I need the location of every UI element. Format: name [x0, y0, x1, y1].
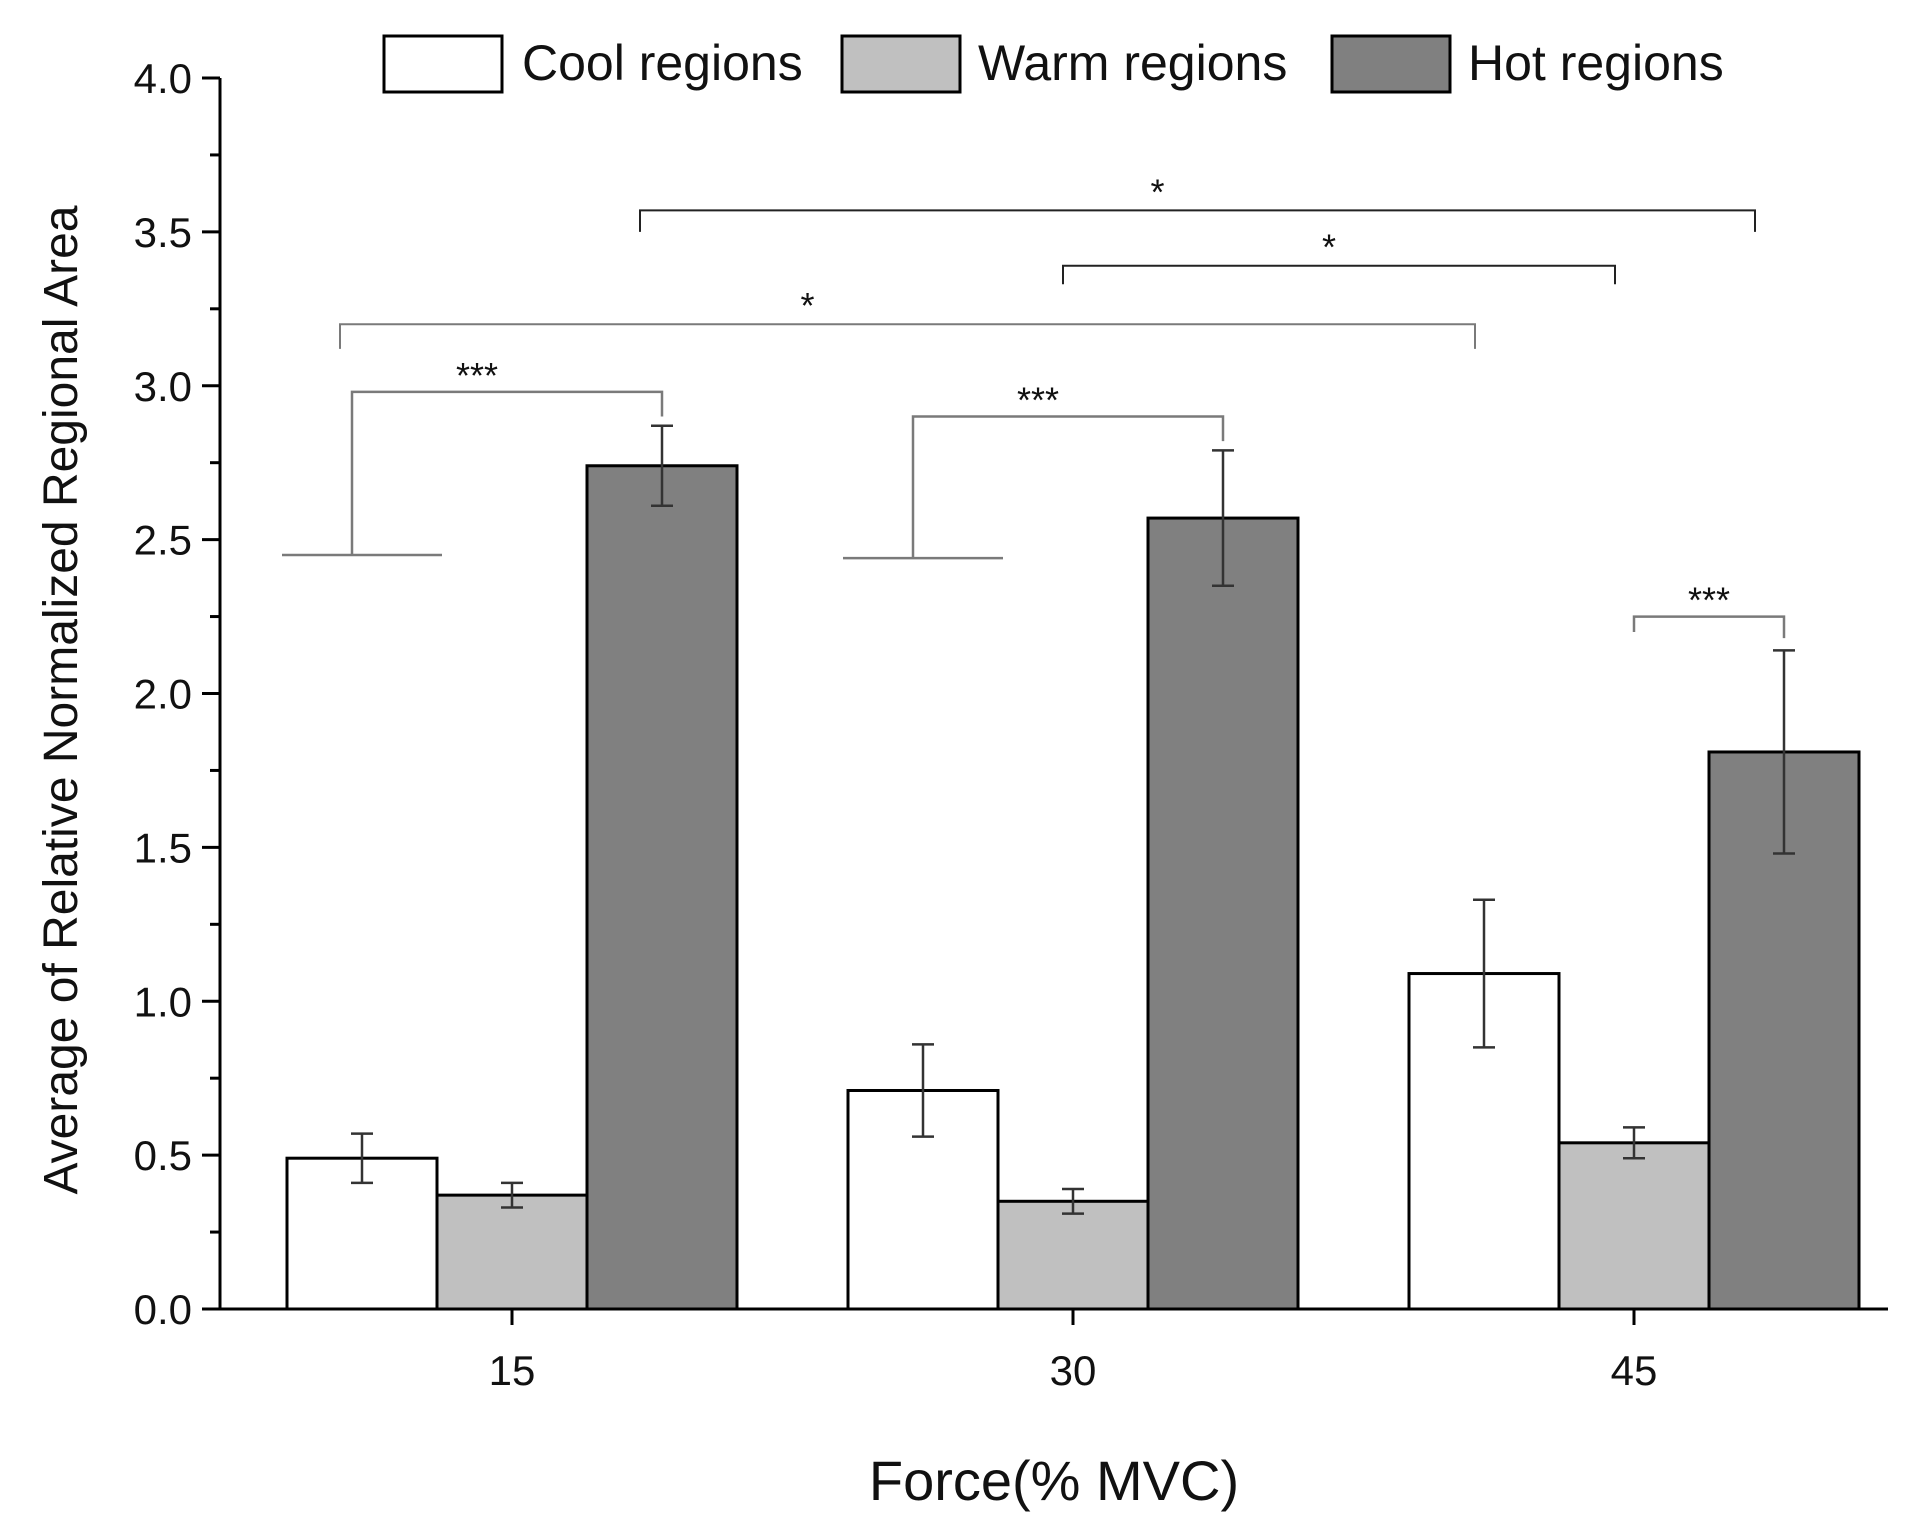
- significance-brackets: ************: [282, 171, 1786, 639]
- legend-label-warm: Warm regions: [978, 35, 1287, 91]
- y-tick-label: 2.5: [134, 517, 192, 564]
- y-tick-label: 2.0: [134, 671, 192, 718]
- legend: Cool regions Warm regions Hot regions: [382, 34, 1724, 94]
- error-bars: [351, 424, 1795, 1215]
- y-axis-title: Average of Relative Normalized Regional …: [35, 205, 88, 1194]
- sig-label-between-1: *: [800, 285, 814, 326]
- bar-warm-30: [996, 1199, 1150, 1311]
- sig-label-within-15: ***: [456, 355, 498, 396]
- y-tick-label: 3.0: [134, 363, 192, 410]
- x-axis-title: Force(% MVC): [869, 1449, 1239, 1512]
- legend-swatch-cool: [382, 34, 504, 94]
- legend-swatch-warm: [840, 34, 962, 94]
- bar-hot-30: [1146, 516, 1300, 1311]
- bar-warm-45: [1557, 1141, 1711, 1311]
- y-tick-label: 3.5: [134, 209, 192, 256]
- y-tick-label: 1.5: [134, 824, 192, 871]
- bracket-within-45: [1632, 615, 1786, 639]
- x-axis-ticks: 15 30 45: [489, 1309, 1658, 1394]
- legend-label-cool: Cool regions: [522, 35, 803, 91]
- x-tick-label: 15: [489, 1347, 536, 1394]
- bracket-within-15: [350, 390, 664, 556]
- sig-label-between-3: *: [1150, 171, 1164, 212]
- y-tick-label: 1.0: [134, 978, 192, 1025]
- bracket-between-3: [639, 209, 1756, 232]
- sig-label-between-2: *: [1322, 227, 1336, 268]
- bracket-between-1: [339, 323, 1476, 349]
- legend-swatch-hot: [1330, 34, 1452, 94]
- bracket-within-30: [911, 415, 1225, 559]
- y-tick-label: 4.0: [134, 55, 192, 102]
- sig-label-within-45: ***: [1688, 580, 1730, 621]
- bar-hot-15: [585, 464, 739, 1311]
- y-axis-ticks: 0.0 0.5 1.0 1.5 2.0 2.5 3.0 3.5 4.0: [134, 55, 220, 1333]
- y-tick-label: 0.0: [134, 1286, 192, 1333]
- x-tick-label: 30: [1050, 1347, 1097, 1394]
- legend-label-hot: Hot regions: [1468, 35, 1724, 91]
- bracket-between-2: [1062, 264, 1616, 285]
- bars: [285, 464, 1861, 1311]
- x-tick-label: 45: [1611, 1347, 1658, 1394]
- y-tick-label: 0.5: [134, 1132, 192, 1179]
- bar-warm-15: [435, 1193, 589, 1311]
- sig-label-within-30: ***: [1017, 380, 1059, 421]
- bar-hot-45: [1707, 750, 1861, 1311]
